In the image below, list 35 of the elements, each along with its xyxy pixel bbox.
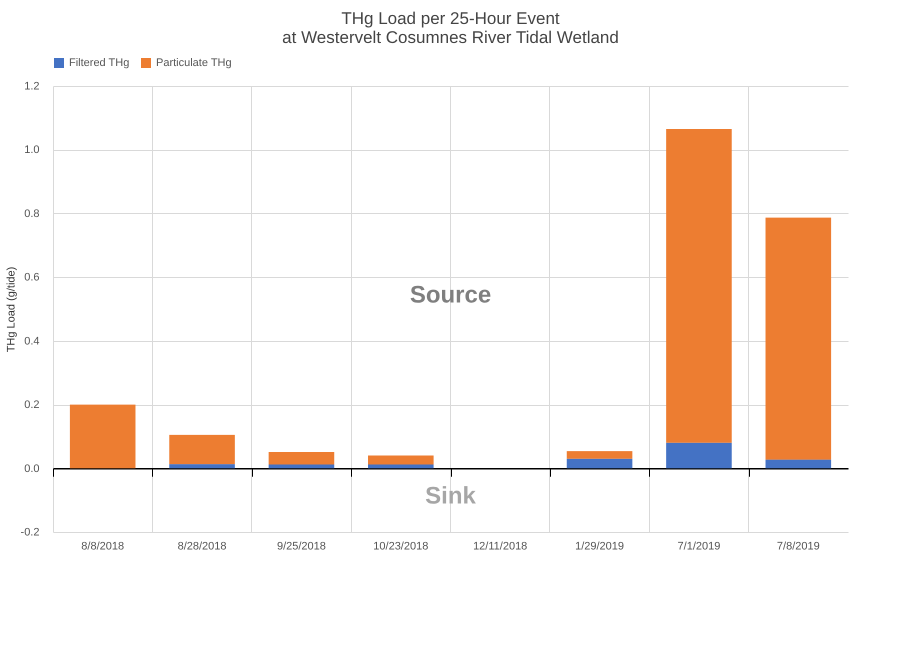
bar [766, 460, 832, 468]
bar [368, 456, 434, 464]
x-tick-label: 7/8/2019 [776, 540, 820, 552]
x-tick-label: 9/25/2018 [276, 540, 326, 552]
bar [666, 442, 732, 468]
x-tick-label: 7/1/2019 [678, 540, 720, 552]
bar [666, 129, 732, 443]
y-tick-label: 0.0 [24, 462, 40, 475]
bar [268, 464, 334, 468]
x-tick-label: 12/11/2018 [473, 540, 528, 552]
y-tick-label: 1.2 [24, 80, 40, 92]
y-axis-title: THg Load (g/tide) [6, 266, 18, 352]
annotation: Sink [425, 482, 476, 510]
y-tick-label: 1.0 [24, 144, 40, 156]
chart-title: THg Load per 25-Hour Event at Westervelt Cosumnes River Tidal Wetland [282, 9, 619, 47]
y-tick-label: 0.8 [24, 208, 40, 220]
bar [70, 404, 136, 468]
y-tick-label: 0.6 [24, 272, 40, 284]
bar [368, 464, 434, 468]
y-tick-label: -0.2 [20, 526, 40, 538]
bar [268, 452, 334, 464]
bar [169, 464, 235, 468]
x-tick-label: 8/8/2018 [81, 540, 124, 552]
x-tick-label: 8/28/2018 [178, 540, 227, 552]
y-tick-label: 0.2 [24, 399, 40, 412]
bar [766, 218, 832, 460]
x-tick-label: 1/29/2019 [575, 540, 624, 552]
legend-label: Filtered THg [69, 57, 130, 69]
bar [169, 434, 235, 464]
bar [566, 458, 632, 468]
y-tick-label: 0.4 [24, 335, 40, 348]
x-tick-label: 10/23/2018 [373, 540, 428, 552]
bar [566, 451, 632, 459]
annotation: Source [410, 282, 492, 309]
legend-label: Particulate THg [156, 57, 232, 69]
